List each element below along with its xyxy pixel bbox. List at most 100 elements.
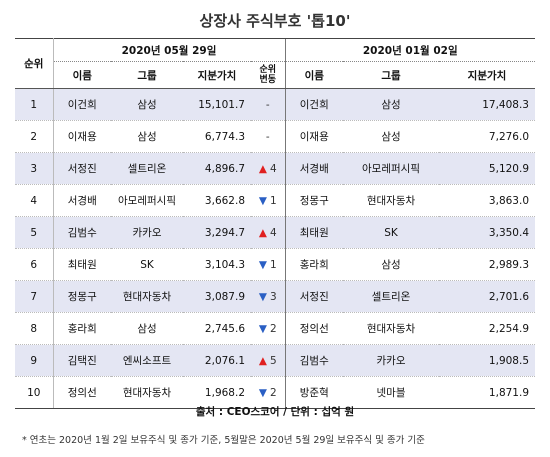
footnote: * 연초는 2020년 1월 2일 보유주식 및 종가 기준, 5월말은 202… xyxy=(22,435,425,446)
rank-cell: 5 xyxy=(15,216,54,249)
rank-cell: 9 xyxy=(15,344,54,377)
group-jan-cell: 삼성 xyxy=(343,88,439,121)
triangle-down-icon: ▼ xyxy=(258,194,267,207)
value-jan-cell: 2,254.9 xyxy=(439,312,535,345)
change-cell: - xyxy=(251,120,285,153)
ranking-table-container: 순위 2020년 05월 29일 2020년 01월 02일 이름 그룹 지분가… xyxy=(15,38,535,409)
name-jan-cell: 서경배 xyxy=(284,152,343,185)
value-jan-cell: 7,276.0 xyxy=(439,120,535,153)
header-name-jan: 이름 xyxy=(284,61,343,89)
table-row: 5 김범수 카카오 3,294.7 ▲ 4 최태원 SK 3,350.4 xyxy=(15,216,535,249)
group-jan-cell: 셀트리온 xyxy=(343,280,439,313)
header-name-may: 이름 xyxy=(53,61,111,89)
name-may-cell: 정몽구 xyxy=(53,280,111,313)
change-cell: ▼ 2 xyxy=(251,312,285,345)
header-group-jan: 그룹 xyxy=(343,61,439,89)
header-date-jan: 2020년 01월 02일 xyxy=(284,38,535,62)
triangle-up-icon: ▲ xyxy=(258,354,267,367)
group-may-cell: 삼성 xyxy=(111,88,183,121)
rank-header: 순위 xyxy=(15,38,54,89)
change-value: 2 xyxy=(269,322,277,335)
value-jan-cell: 5,120.9 xyxy=(439,152,535,185)
rank-cell: 4 xyxy=(15,184,54,217)
name-may-cell: 이건희 xyxy=(53,88,111,121)
name-jan-cell: 최태원 xyxy=(284,216,343,249)
value-jan-cell: 3,863.0 xyxy=(439,184,535,217)
ranking-table: 순위 2020년 05월 29일 2020년 01월 02일 이름 그룹 지분가… xyxy=(15,38,535,409)
value-may-cell: 2,076.1 xyxy=(183,344,251,377)
header-row-columns: 이름 그룹 지분가치 순위 변동 이름 그룹 지분가치 xyxy=(15,61,535,89)
table-row: 9 김택진 엔씨소프트 2,076.1 ▲ 5 김범수 카카오 1,908.5 xyxy=(15,344,535,377)
group-jan-cell: 현대자동차 xyxy=(343,184,439,217)
table-row: 3 서정진 셀트리온 4,896.7 ▲ 4 서경배 아모레퍼시픽 5,120.9 xyxy=(15,152,535,185)
change-value: 3 xyxy=(269,290,277,303)
rank-cell: 3 xyxy=(15,152,54,185)
name-jan-cell: 김범수 xyxy=(284,344,343,377)
name-jan-cell: 홍라희 xyxy=(284,248,343,281)
table-row: 1 이건희 삼성 15,101.7- 이건희 삼성 17,408.3 xyxy=(15,88,535,121)
table-row: 4 서경배 아모레퍼시픽 3,662.8 ▼ 1 정몽구 현대자동차 3,863.0 xyxy=(15,184,535,217)
group-jan-cell: 넷마블 xyxy=(343,376,439,409)
name-jan-cell: 정의선 xyxy=(284,312,343,345)
name-jan-cell: 방준혁 xyxy=(284,376,343,409)
name-may-cell: 김범수 xyxy=(53,216,111,249)
name-may-cell: 서정진 xyxy=(53,152,111,185)
triangle-up-icon: ▲ xyxy=(258,162,267,175)
value-jan-cell: 1,871.9 xyxy=(439,376,535,409)
header-row-dates: 순위 2020년 05월 29일 2020년 01월 02일 xyxy=(15,38,535,89)
change-cell: ▲ 4 xyxy=(251,152,285,185)
header-change: 순위 변동 xyxy=(251,61,285,89)
value-may-cell: 15,101.7 xyxy=(183,88,251,121)
rank-cell: 6 xyxy=(15,248,54,281)
header-change-line1: 순위 xyxy=(259,65,277,75)
value-may-cell: 3,087.9 xyxy=(183,280,251,313)
change-cell: ▼ 2 xyxy=(251,376,285,409)
header-value-jan: 지분가치 xyxy=(439,61,535,89)
value-may-cell: 4,896.7 xyxy=(183,152,251,185)
name-jan-cell: 이재용 xyxy=(284,120,343,153)
change-value: 2 xyxy=(269,386,277,399)
name-may-cell: 홍라희 xyxy=(53,312,111,345)
name-may-cell: 이재용 xyxy=(53,120,111,153)
value-jan-cell: 1,908.5 xyxy=(439,344,535,377)
group-may-cell: SK xyxy=(111,248,183,281)
triangle-up-icon: ▲ xyxy=(258,226,267,239)
group-jan-cell: 삼성 xyxy=(343,120,439,153)
value-may-cell: 1,968.2 xyxy=(183,376,251,409)
change-cell: ▼ 1 xyxy=(251,184,285,217)
group-may-cell: 삼성 xyxy=(111,312,183,345)
table-row: 6 최태원 SK 3,104.3 ▼ 1 홍라희 삼성 2,989.3 xyxy=(15,248,535,281)
group-may-cell: 카카오 xyxy=(111,216,183,249)
change-value: 4 xyxy=(269,226,277,239)
header-change-line2: 변동 xyxy=(259,75,277,85)
group-jan-cell: 카카오 xyxy=(343,344,439,377)
group-may-cell: 아모레퍼시픽 xyxy=(111,184,183,217)
triangle-down-icon: ▼ xyxy=(258,386,267,399)
group-jan-cell: 현대자동차 xyxy=(343,312,439,345)
triangle-down-icon: ▼ xyxy=(258,258,267,271)
change-value: 1 xyxy=(269,258,277,271)
table-body: 1 이건희 삼성 15,101.7- 이건희 삼성 17,408.3 2 이재용 삼성 6,774.… xyxy=(15,88,535,409)
source-caption: 출처 : CEO스코어 / 단위 : 십억 원 xyxy=(195,406,355,418)
value-jan-cell: 17,408.3 xyxy=(439,88,535,121)
name-may-cell: 김택진 xyxy=(53,344,111,377)
triangle-down-icon: ▼ xyxy=(258,290,267,303)
change-cell: - xyxy=(251,88,285,121)
value-may-cell: 2,745.6 xyxy=(183,312,251,345)
table-row: 7 정몽구 현대자동차 3,087.9 ▼ 3 서정진 셀트리온 2,701.6 xyxy=(15,280,535,313)
change-value: 5 xyxy=(269,354,277,367)
value-may-cell: 3,662.8 xyxy=(183,184,251,217)
value-may-cell: 6,774.3 xyxy=(183,120,251,153)
change-value: - xyxy=(265,98,270,111)
change-cell: ▲ 5 xyxy=(251,344,285,377)
value-may-cell: 3,104.3 xyxy=(183,248,251,281)
value-jan-cell: 2,989.3 xyxy=(439,248,535,281)
change-value: 1 xyxy=(269,194,277,207)
rank-cell: 10 xyxy=(15,376,54,409)
change-value: - xyxy=(265,130,270,143)
name-jan-cell: 서정진 xyxy=(284,280,343,313)
group-jan-cell: 아모레퍼시픽 xyxy=(343,152,439,185)
name-may-cell: 최태원 xyxy=(53,248,111,281)
change-cell: ▼ 3 xyxy=(251,280,285,313)
name-jan-cell: 정몽구 xyxy=(284,184,343,217)
